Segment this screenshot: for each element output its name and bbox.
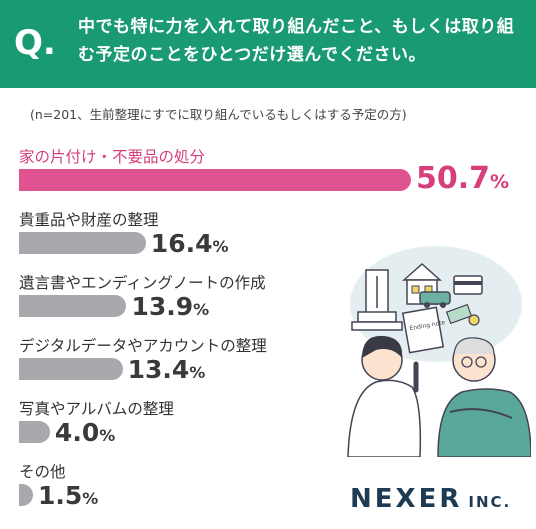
category-label: デジタルデータやアカウントの整理 — [19, 337, 267, 355]
ending-note-icon: Ending note — [401, 306, 446, 354]
category-label: 家の片付け・不要品の処分 — [19, 148, 206, 166]
category-label: その他 — [19, 463, 66, 481]
card-icon — [453, 275, 483, 295]
money-icon — [445, 303, 480, 326]
q-mark: Q. — [14, 23, 56, 63]
question-text: 中でも特に力を入れて取り組んだこと、もしくは取り組む予定のことをひとつだけ選んで… — [78, 17, 515, 65]
woman-figure — [347, 335, 422, 457]
value-label: 4.0% — [54, 418, 116, 447]
man-figure — [437, 337, 531, 457]
bar — [19, 232, 146, 254]
value-label: 13.4% — [127, 355, 206, 384]
value-label: 50.7% — [416, 161, 510, 196]
car-icon — [419, 291, 451, 308]
value-label: 16.4% — [150, 229, 229, 258]
value-label: 13.9% — [131, 292, 210, 321]
value-label: 1.5% — [38, 481, 99, 510]
bar — [19, 484, 33, 506]
category-label: 写真やアルバムの整理 — [19, 400, 174, 418]
sample-note: (n=201、生前整理にすでに取り組んでいるもしくはする予定の方) — [30, 107, 407, 122]
bar — [19, 421, 50, 443]
people-illustration: Ending note — [347, 246, 531, 457]
category-label: 遺言書やエンディングノートの作成 — [19, 274, 266, 292]
category-label: 貴重品や財産の整理 — [19, 211, 159, 229]
nexer-logo: NEXER INC. — [350, 484, 512, 514]
bar — [19, 295, 127, 317]
question-header: Q. 中でも特に力を入れて取り組んだこと、もしくは取り組む予定のことをひとつだけ… — [0, 0, 536, 88]
bar — [19, 169, 411, 191]
grave-icon — [351, 269, 403, 331]
bar — [19, 358, 123, 380]
